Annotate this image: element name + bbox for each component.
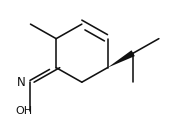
Text: OH: OH: [15, 106, 32, 116]
Text: N: N: [17, 76, 26, 89]
Polygon shape: [108, 50, 135, 68]
